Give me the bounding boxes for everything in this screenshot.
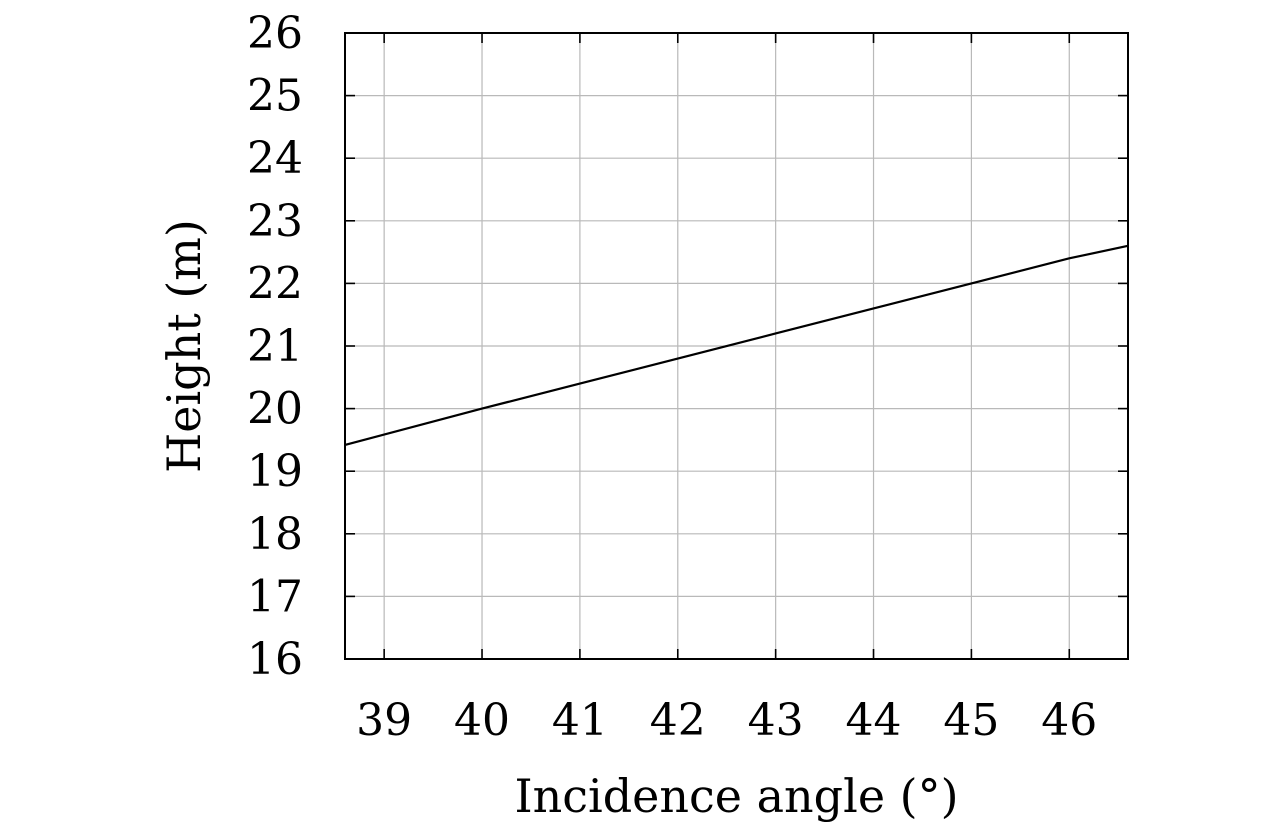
y-axis-title: Height (m) [157,219,211,473]
plot-frame [344,32,1129,660]
series-layer [344,244,1129,446]
x-tick-label: 39 [356,695,412,746]
ticks [345,32,1128,660]
x-tick-label: 45 [943,695,999,746]
x-tick-label: 42 [650,695,706,746]
x-tick-label: 43 [748,695,804,746]
grid [345,33,1128,659]
x-tick-label: 44 [846,695,902,746]
y-tick-label: 20 [247,384,303,435]
y-tick-label: 26 [247,8,303,59]
x-tick-label: 46 [1041,695,1097,746]
y-tick-label: 18 [247,509,303,560]
y-tick-label: 22 [247,258,303,309]
y-tick-labels: 16 17 18 19 20 21 22 23 24 25 26 [247,8,303,685]
y-tick-label: 25 [247,71,303,122]
x-tick-label: 41 [552,695,608,746]
y-tick-label: 17 [247,571,303,622]
x-axis-title: Incidence angle (°) [514,769,958,823]
y-tick-label: 19 [247,446,303,497]
x-tick-label: 40 [454,695,510,746]
y-tick-label: 16 [247,634,303,685]
y-tick-label: 24 [247,133,303,184]
y-tick-label: 23 [247,196,303,247]
series-line [344,244,1129,446]
y-tick-label: 21 [247,321,303,372]
x-tick-labels: 39 40 41 42 43 44 45 46 [356,695,1097,746]
